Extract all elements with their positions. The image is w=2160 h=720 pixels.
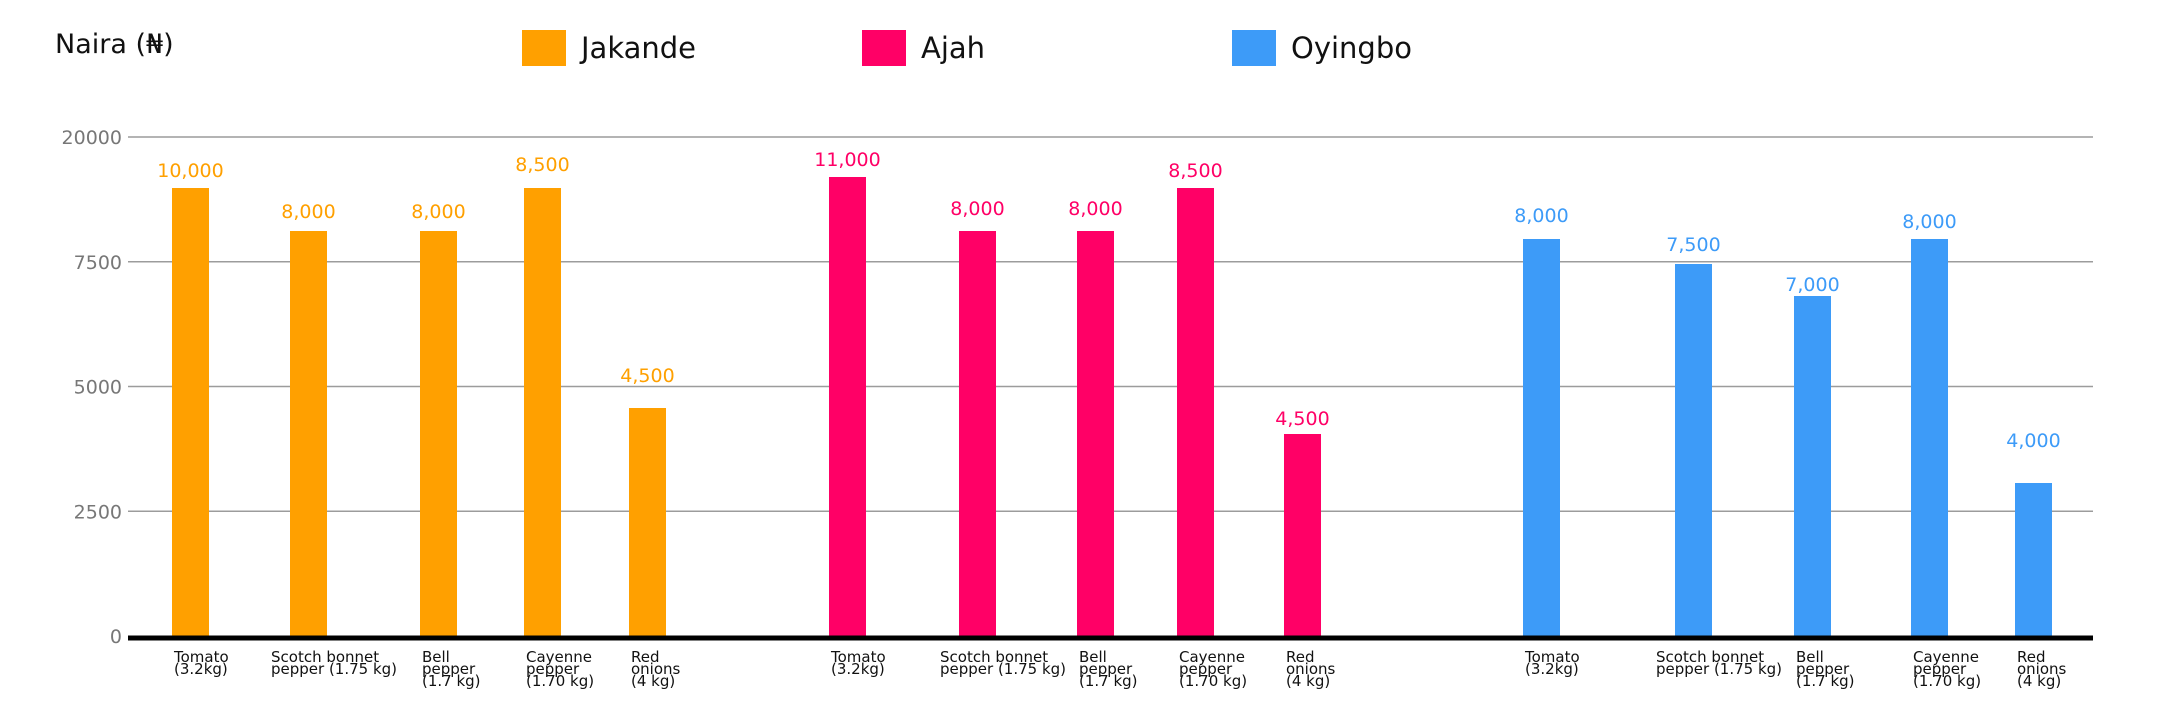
bar-ajah-4 xyxy=(1177,188,1214,638)
legend-item-oyingbo: Oyingbo xyxy=(1232,30,1412,66)
category-label: (4 kg) xyxy=(1286,672,1330,690)
y-tick-label: 5000 xyxy=(74,377,122,399)
value-label: 7,000 xyxy=(1785,274,1839,296)
legend-swatch xyxy=(522,30,566,66)
category-label: pepper xyxy=(1179,660,1233,678)
category-label: Scotch bonnet xyxy=(1656,648,1764,666)
value-label: 4,500 xyxy=(1275,408,1329,430)
bar-oyingbo-2 xyxy=(1675,264,1712,638)
category-label: Bell xyxy=(1079,648,1107,666)
bar-ajah-5 xyxy=(1284,434,1321,638)
category-label: (1.70 kg) xyxy=(526,672,594,690)
category-label: Bell xyxy=(1796,648,1824,666)
category-label: Cayenne xyxy=(1179,648,1245,666)
bar-oyingbo-3 xyxy=(1794,296,1831,638)
legend-swatch xyxy=(862,30,906,66)
category-label: onions xyxy=(631,660,681,678)
value-label: 4,000 xyxy=(2006,430,2060,452)
category-label: (1.7 kg) xyxy=(1079,672,1138,690)
category-label: pepper xyxy=(1913,660,1967,678)
category-label: pepper (1.75 kg) xyxy=(1656,660,1782,678)
value-label: 8,000 xyxy=(281,201,335,223)
bars xyxy=(172,177,2052,638)
bar-jakande-2 xyxy=(290,231,327,638)
value-label: 4,500 xyxy=(620,365,674,387)
category-label: Scotch bonnet xyxy=(940,648,1048,666)
category-label: pepper xyxy=(422,660,476,678)
bar-jakande-4 xyxy=(524,188,561,638)
category-label: pepper (1.75 kg) xyxy=(940,660,1066,678)
value-label: 8,500 xyxy=(515,154,569,176)
legend-label: Oyingbo xyxy=(1291,31,1412,65)
value-label: 7,500 xyxy=(1666,234,1720,256)
y-axis-unit-label: Naira (₦) xyxy=(55,29,174,60)
y-tick-label: 0 xyxy=(110,626,122,648)
value-label: 8,000 xyxy=(950,198,1004,220)
y-tick-label: 20000 xyxy=(62,127,122,149)
bar-ajah-2 xyxy=(959,231,996,638)
y-tick-label: 2500 xyxy=(74,501,122,523)
category-label: Tomato xyxy=(830,648,886,666)
category-label: Red xyxy=(2017,648,2046,666)
value-label: 8,000 xyxy=(1514,205,1568,227)
legend-swatch xyxy=(1232,30,1276,66)
legend-label: Jakande xyxy=(579,31,696,65)
y-tick-label: 7500 xyxy=(74,252,122,274)
category-label: Bell xyxy=(422,648,450,666)
legend-item-jakande: Jakande xyxy=(522,30,696,66)
y-axis-ticks: 20000 7500 5000 2500 0 xyxy=(62,127,122,648)
bar-ajah-1 xyxy=(829,177,866,638)
bar-jakande-1 xyxy=(172,188,209,638)
legend-item-ajah: Ajah xyxy=(862,30,985,66)
bar-jakande-3 xyxy=(420,231,457,638)
value-label: 11,000 xyxy=(814,149,880,171)
category-label: (1.70 kg) xyxy=(1913,672,1981,690)
value-label: 8,000 xyxy=(411,201,465,223)
value-label: 8,000 xyxy=(1068,198,1122,220)
category-label: (3.2kg) xyxy=(174,660,228,678)
bar-oyingbo-1 xyxy=(1523,239,1560,638)
legend: Jakande Ajah Oyingbo xyxy=(522,30,1412,66)
category-label: Cayenne xyxy=(1913,648,1979,666)
category-label: Red xyxy=(1286,648,1315,666)
category-label: Cayenne xyxy=(526,648,592,666)
category-label: Scotch bonnet xyxy=(271,648,379,666)
category-label: (1.70 kg) xyxy=(1179,672,1247,690)
category-label: Tomato xyxy=(1524,648,1580,666)
category-label: (3.2kg) xyxy=(1525,660,1579,678)
category-label: onions xyxy=(1286,660,1336,678)
bar-jakande-5 xyxy=(629,408,666,638)
value-label: 8,000 xyxy=(1902,211,1956,233)
category-label: (3.2kg) xyxy=(831,660,885,678)
category-label: pepper xyxy=(526,660,580,678)
category-label: onions xyxy=(2017,660,2067,678)
value-label: 10,000 xyxy=(157,160,223,182)
bar-oyingbo-4 xyxy=(1911,239,1948,638)
category-label: pepper xyxy=(1796,660,1850,678)
value-labels: 10,000 8,000 8,000 8,500 4,500 11,000 8,000 8,0… xyxy=(157,149,2060,452)
category-label: (1.7 kg) xyxy=(1796,672,1855,690)
category-label: pepper xyxy=(1079,660,1133,678)
bar-ajah-3 xyxy=(1077,231,1114,638)
category-label: pepper (1.75 kg) xyxy=(271,660,397,678)
bar-oyingbo-5 xyxy=(2015,483,2052,638)
category-label: Red xyxy=(631,648,660,666)
legend-label: Ajah xyxy=(921,31,985,65)
category-label: (4 kg) xyxy=(2017,672,2061,690)
category-label: (4 kg) xyxy=(631,672,675,690)
category-label: Tomato xyxy=(173,648,229,666)
category-label: (1.7 kg) xyxy=(422,672,481,690)
value-label: 8,500 xyxy=(1168,160,1222,182)
